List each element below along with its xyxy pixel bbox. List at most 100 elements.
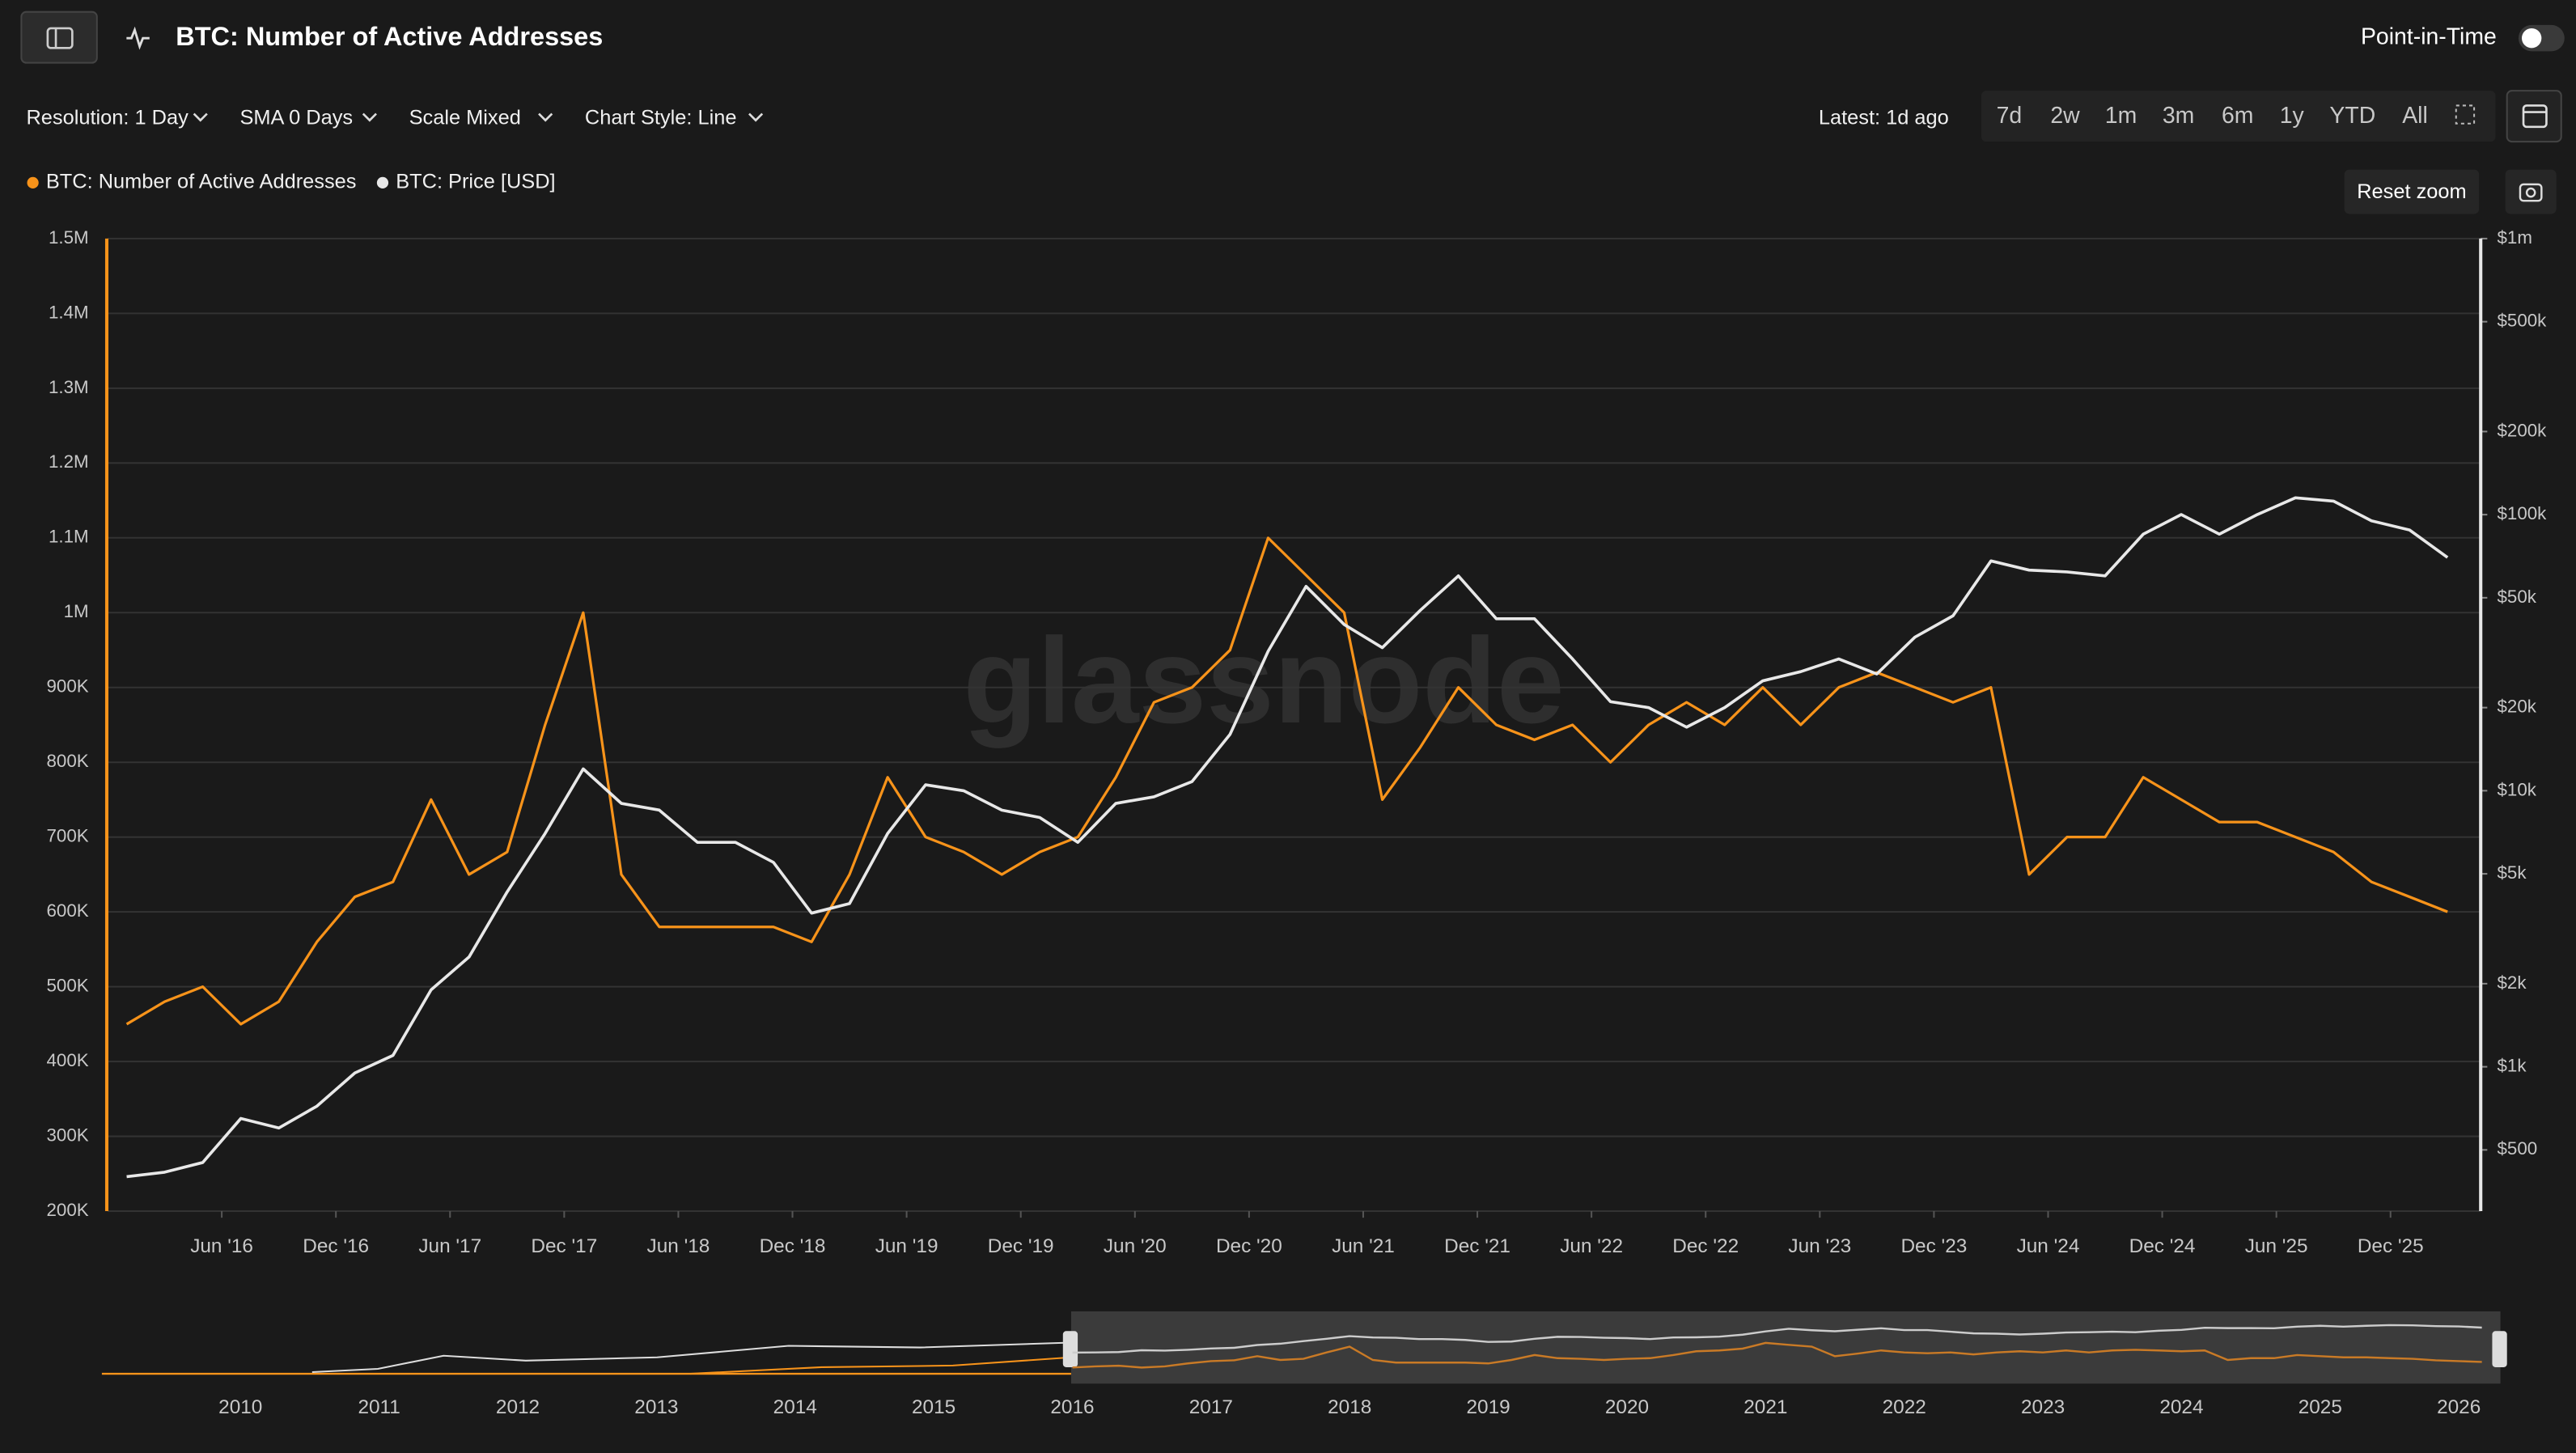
- chevron: [193, 112, 208, 122]
- navigator-tick-label: 2019: [1466, 1396, 1510, 1418]
- x-tick-label: Dec '25: [2358, 1235, 2424, 1257]
- navigator-handle-left[interactable]: [1062, 1331, 1078, 1367]
- chart-style-dropdown[interactable]: Chart Style: Line: [585, 106, 737, 129]
- y-tick-label: 200K: [46, 1200, 88, 1220]
- sidebar-toggle[interactable]: [20, 11, 98, 64]
- y-tick-label: 1.4M: [49, 302, 89, 322]
- x-tick-label: Jun '23: [1788, 1235, 1851, 1257]
- navigator-line: [1072, 1324, 2482, 1354]
- watermark: glassnode: [963, 612, 1564, 748]
- y2-tick-label: $500: [2498, 1138, 2538, 1159]
- navigator-line: [1072, 1341, 2482, 1369]
- sma-dropdown[interactable]: SMA 0 Days: [239, 106, 353, 129]
- range-bar: [1981, 91, 2496, 142]
- x-tick-label: Dec '16: [303, 1235, 369, 1257]
- x-tick-label: Jun '20: [1104, 1235, 1167, 1257]
- y-tick-label: 500K: [46, 976, 88, 996]
- navigator-tick-label: 2017: [1189, 1396, 1233, 1418]
- range-button[interactable]: 6m: [2222, 103, 2253, 129]
- x-tick-label: Jun '21: [1332, 1235, 1395, 1257]
- x-tick-label: Jun '22: [1560, 1235, 1623, 1257]
- navigator-tick-label: 2022: [1883, 1396, 1926, 1418]
- chevron: [748, 112, 764, 122]
- y-tick-label: 1.1M: [49, 527, 89, 547]
- x-tick-label: Jun '19: [875, 1235, 938, 1257]
- series-line: [125, 536, 2448, 1026]
- chevron: [538, 112, 553, 122]
- legend-marker: [376, 176, 389, 189]
- calendar-button[interactable]: [2506, 90, 2562, 143]
- y2-tick-label: $50k: [2498, 587, 2537, 607]
- navigator-tick-label: 2026: [2437, 1396, 2481, 1418]
- y2-tick-label: $10k: [2498, 779, 2537, 799]
- legend-label[interactable]: BTC: Number of Active Addresses: [46, 171, 357, 193]
- screenshot-button[interactable]: [2505, 169, 2557, 214]
- y2-tick-label: $20k: [2498, 697, 2537, 717]
- y2-tick-label: $1m: [2498, 227, 2532, 248]
- navigator-tick-label: 2016: [1050, 1396, 1094, 1418]
- navigator-tick-label: 2010: [218, 1396, 262, 1418]
- legend-marker: [27, 176, 39, 189]
- x-tick-label: Dec '24: [2129, 1235, 2196, 1257]
- x-tick-label: Jun '24: [2017, 1235, 2080, 1257]
- range-button[interactable]: 2w: [2050, 103, 2080, 129]
- range-button[interactable]: 3m: [2163, 103, 2194, 129]
- y2-tick-label: $2k: [2498, 972, 2527, 993]
- x-tick-label: Jun '25: [2245, 1235, 2308, 1257]
- x-tick-label: Jun '17: [418, 1235, 481, 1257]
- navigator-history-line: [689, 1356, 1072, 1375]
- y-tick-label: 1.5M: [49, 227, 89, 248]
- y-tick-label: 600K: [46, 900, 88, 921]
- navigator-history-line: [311, 1341, 1071, 1374]
- x-tick-label: Dec '17: [531, 1235, 597, 1257]
- navigator-tick-label: 2020: [1605, 1396, 1649, 1418]
- range-button[interactable]: All: [2402, 103, 2428, 129]
- legend-label[interactable]: BTC: Price [USD]: [396, 171, 555, 193]
- navigator-tick-label: 2015: [912, 1396, 955, 1418]
- reset-zoom-button[interactable]: [2344, 169, 2480, 214]
- navigator-tick-label: 2013: [634, 1396, 678, 1418]
- navigator-tick-label: 2014: [773, 1396, 817, 1418]
- chevron: [362, 112, 377, 122]
- navigator-tick-label: 2024: [2159, 1396, 2203, 1418]
- navigator-selection[interactable]: [1070, 1311, 2501, 1384]
- toggle-knob: [2521, 28, 2542, 49]
- navigator-handle-right[interactable]: [2492, 1331, 2507, 1367]
- camera-icon: [2519, 183, 2543, 202]
- y-tick-label: 900K: [46, 676, 88, 697]
- sidebar-icon: [46, 27, 74, 49]
- zoom-select-icon[interactable]: [2455, 104, 2476, 125]
- y-tick-label: 400K: [46, 1050, 88, 1070]
- range-button[interactable]: 1y: [2280, 103, 2305, 129]
- y2-tick-label: $500k: [2498, 311, 2548, 331]
- y-tick-label: 1M: [64, 601, 89, 621]
- range-button[interactable]: YTD: [2329, 103, 2375, 129]
- series-line: [126, 496, 2449, 1179]
- navigator-tick-label: 2011: [358, 1396, 400, 1418]
- x-tick-label: Dec '23: [1900, 1235, 1967, 1257]
- calendar-icon: [2522, 104, 2548, 129]
- metric-icon: [126, 26, 150, 50]
- y-tick-label: 1.3M: [49, 377, 89, 397]
- x-tick-label: Jun '16: [190, 1235, 253, 1257]
- range-button[interactable]: 1m: [2105, 103, 2137, 129]
- x-tick-label: Dec '21: [1444, 1235, 1510, 1257]
- x-tick-label: Dec '22: [1672, 1235, 1739, 1257]
- navigator-tick-label: 2025: [2298, 1396, 2342, 1418]
- resolution-dropdown[interactable]: Resolution: 1 Day: [26, 106, 189, 129]
- scale-dropdown[interactable]: Scale Mixed: [409, 106, 521, 129]
- y-tick-label: 800K: [46, 751, 88, 771]
- range-button[interactable]: 7d: [1997, 103, 2023, 129]
- y-tick-label: 300K: [46, 1125, 88, 1145]
- navigator-tick-label: 2012: [496, 1396, 540, 1418]
- point-in-time-label: Point-in-Time: [2361, 24, 2497, 50]
- x-tick-label: Dec '18: [760, 1235, 826, 1257]
- y2-tick-label: $5k: [2498, 862, 2527, 883]
- navigator-tick-label: 2021: [1743, 1396, 1787, 1418]
- x-tick-label: Jun '18: [647, 1235, 710, 1257]
- navigator-tick-label: 2023: [2021, 1396, 2065, 1418]
- reset-zoom-label[interactable]: Reset zoom: [2357, 180, 2466, 203]
- latest-label: Latest: 1d ago: [1819, 106, 1949, 129]
